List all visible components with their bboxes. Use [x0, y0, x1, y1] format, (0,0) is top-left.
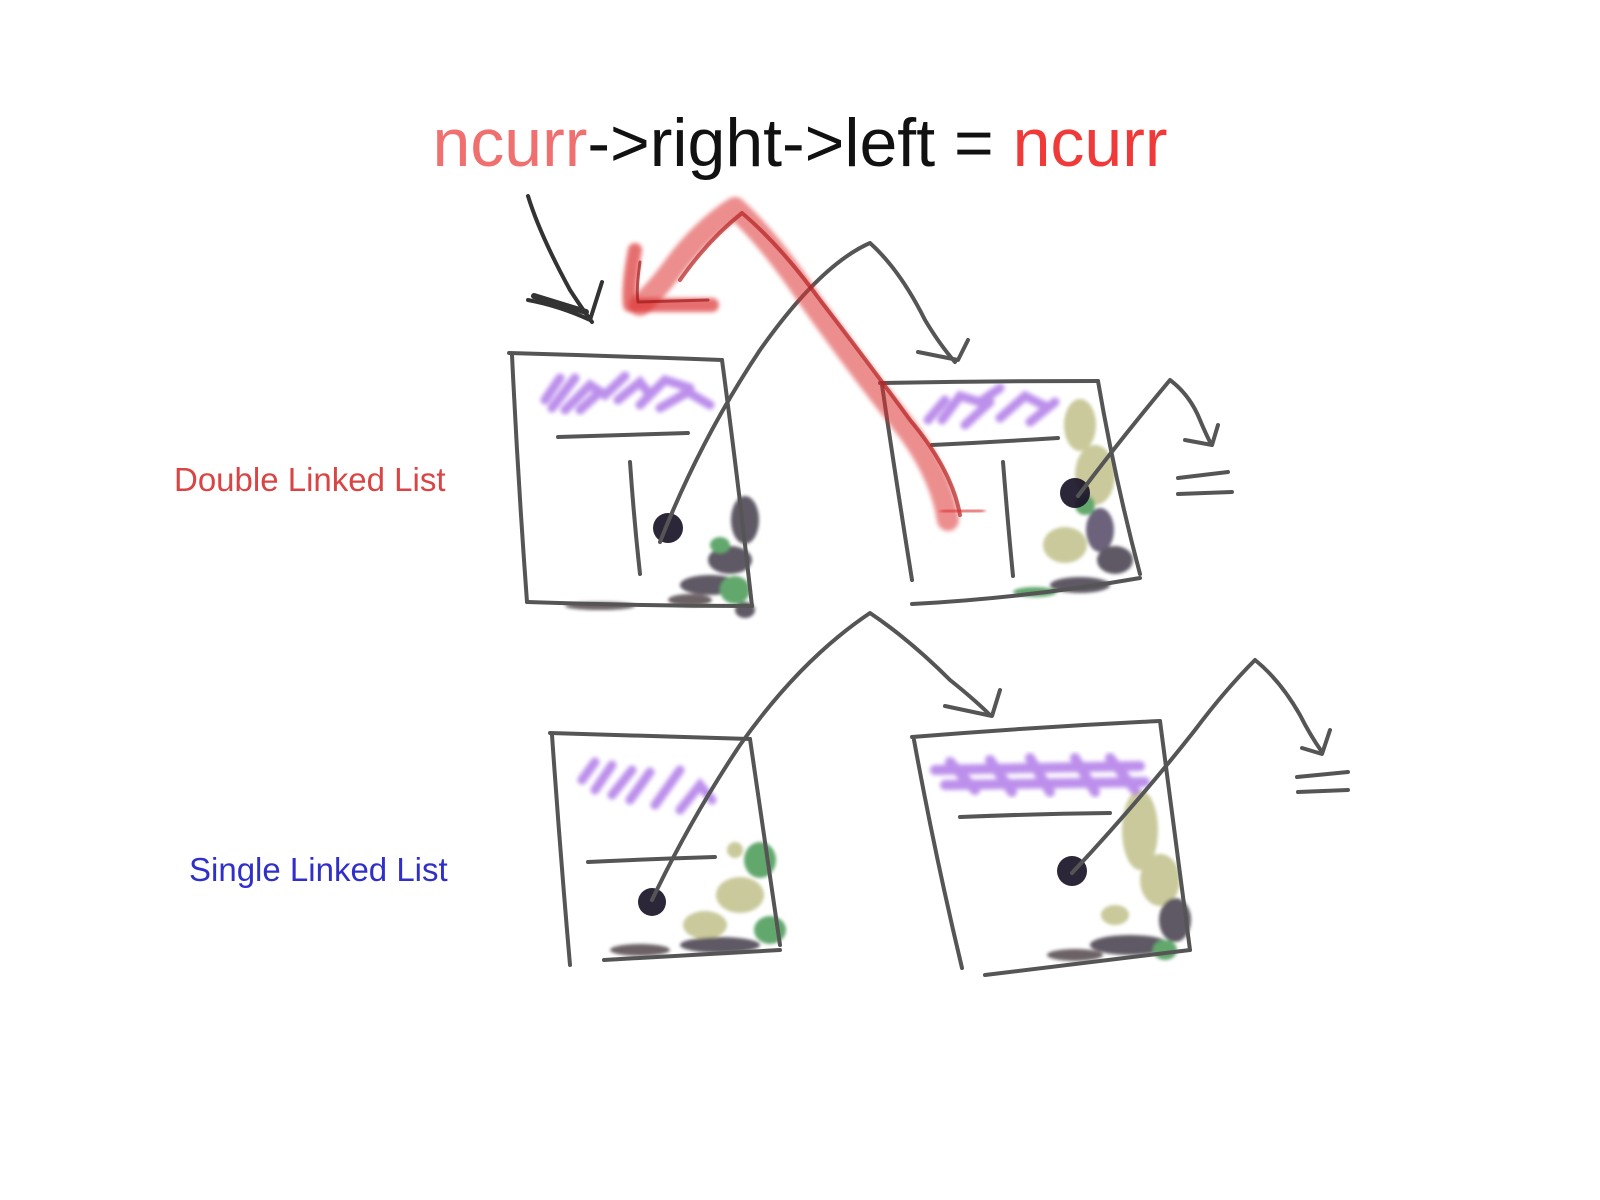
- equation-operator: ->right->left =: [587, 105, 1013, 181]
- equation-heading: ncurr->right->left = ncurr: [0, 100, 1600, 186]
- node-outline: [507, 351, 754, 608]
- node-outline: [910, 719, 1192, 977]
- double-linked-list-label: Double Linked List: [174, 461, 446, 498]
- node-data-scribble: [923, 383, 1060, 430]
- double-list-node-1: [507, 351, 759, 618]
- single-list-node-2: [910, 719, 1192, 977]
- double-list-null-arrow: [1076, 378, 1234, 498]
- pointer-dot: [1060, 478, 1090, 508]
- double-list-node-2: [878, 379, 1142, 606]
- single-list-null-arrow: [1070, 658, 1350, 875]
- node-data-scribble: [577, 757, 717, 815]
- equation-lhs-variable: ncurr: [432, 105, 588, 181]
- head-pointer-arrow: [526, 194, 604, 324]
- double-list-next-arrow: [658, 241, 970, 544]
- node-data-scribble: [540, 371, 715, 415]
- single-list-node-1: [548, 731, 786, 967]
- node-data-scribble: [930, 753, 1150, 797]
- single-list-next-arrow: [650, 611, 1002, 902]
- back-pointer-highlight-arrow: [622, 197, 985, 531]
- single-linked-list-label: Single Linked List: [189, 851, 448, 888]
- equation-rhs-variable: ncurr: [1012, 105, 1168, 181]
- node-outline: [548, 731, 782, 967]
